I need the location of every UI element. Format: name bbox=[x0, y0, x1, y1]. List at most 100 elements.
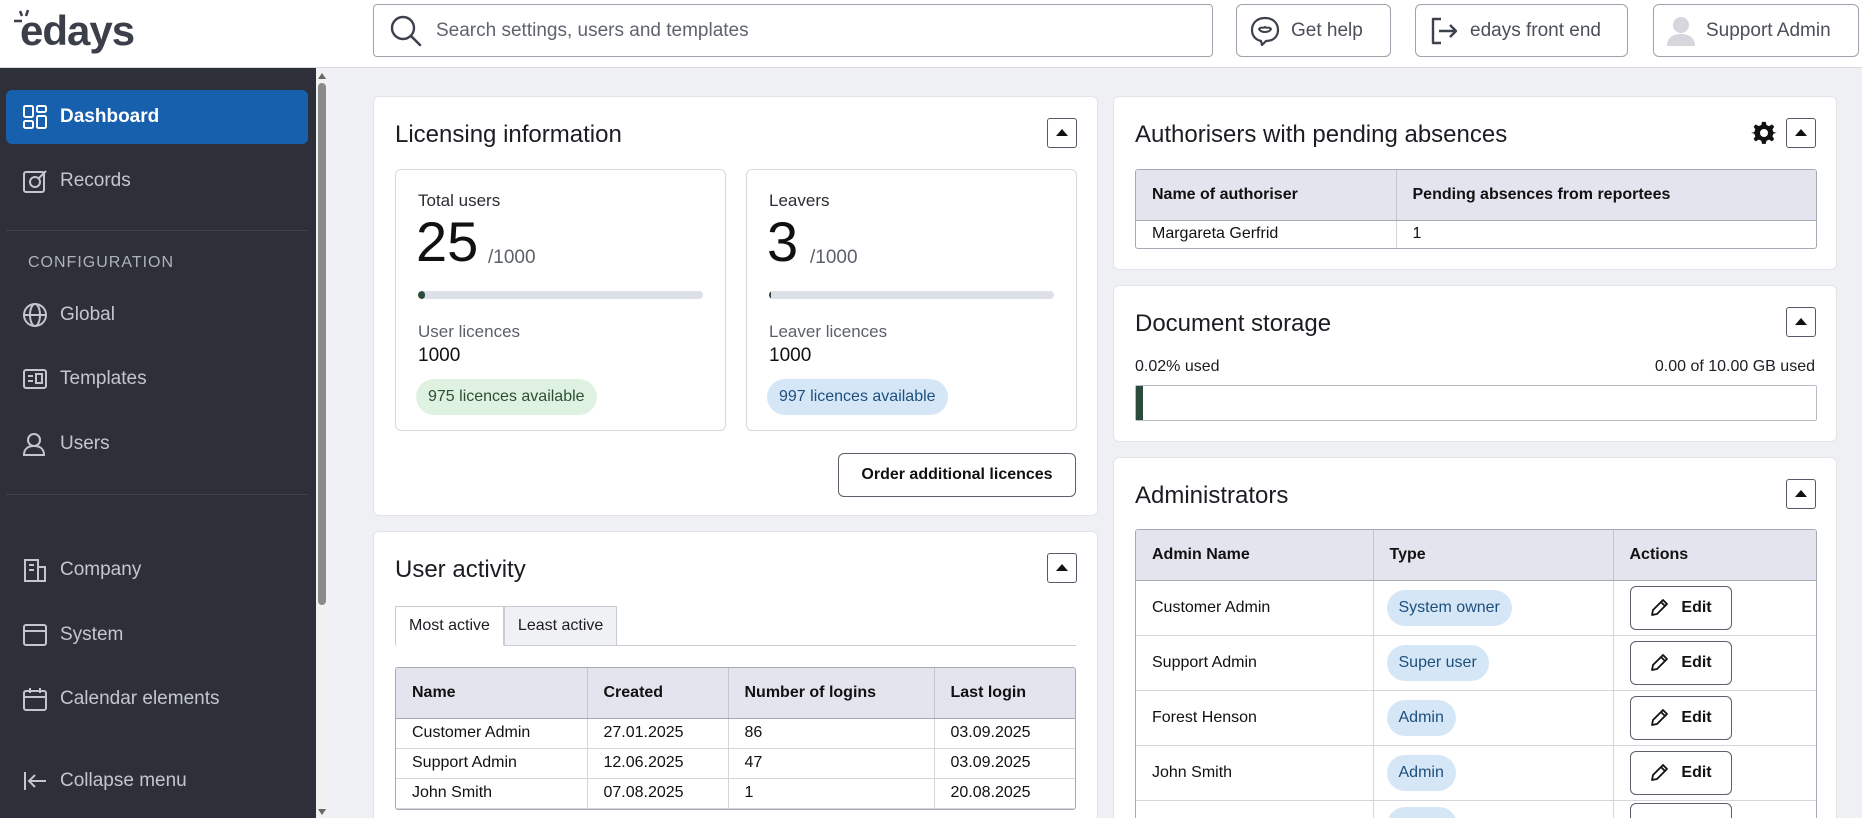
type-badge-partial bbox=[1386, 807, 1457, 818]
edit-button[interactable]: Edit bbox=[1629, 750, 1732, 795]
collapse-menu-button[interactable]: Collapse menu bbox=[6, 754, 308, 808]
sidebar-item-users[interactable]: Users bbox=[6, 417, 308, 471]
column-header-logins[interactable]: Number of logins bbox=[728, 668, 935, 719]
top-bar: edays Get help edays front end Support A… bbox=[0, 0, 1862, 68]
records-icon bbox=[23, 170, 47, 193]
total-users-label: Total users bbox=[418, 191, 501, 210]
storage-card: Document storage 0.02% used 0.00 of 10.0… bbox=[1113, 285, 1837, 442]
sidebar-scroll-thumb[interactable] bbox=[318, 83, 326, 605]
edit-button[interactable]: Edit bbox=[1629, 640, 1732, 685]
storage-progress-fill bbox=[1136, 386, 1143, 420]
column-header-admin-name[interactable]: Admin Name bbox=[1136, 530, 1374, 581]
user-activity-table: Name Created Number of logins Last login… bbox=[395, 667, 1076, 810]
type-badge: Super user bbox=[1386, 644, 1489, 681]
scroll-up-arrow-icon[interactable] bbox=[318, 73, 326, 79]
table-row: Support Admin Super user Edit bbox=[1136, 635, 1816, 691]
sidebar-item-label: Records bbox=[60, 170, 131, 191]
leaver-licences-available-badge: 997 licences available bbox=[767, 379, 948, 415]
actions-cell: Edit bbox=[1613, 745, 1816, 801]
admin-name-cell: Forest Henson bbox=[1136, 690, 1374, 746]
column-header-pending[interactable]: Pending absences from reportees bbox=[1396, 170, 1816, 221]
column-header-actions[interactable]: Actions bbox=[1613, 530, 1816, 581]
user-activity-card: User activity Most active Least active N… bbox=[373, 531, 1098, 818]
total-users-count: 25 bbox=[416, 210, 479, 273]
type-badge: System owner bbox=[1386, 589, 1512, 626]
storage-used-amount: 0.00 of 10.00 GB used bbox=[1654, 358, 1815, 375]
table-cell: 03.09.2025 bbox=[934, 718, 1075, 749]
pencil-icon bbox=[1651, 763, 1669, 781]
users-icon bbox=[22, 433, 46, 456]
collapse-user-activity-button[interactable] bbox=[1047, 553, 1077, 583]
collapse-storage-button[interactable] bbox=[1786, 307, 1816, 337]
edit-button[interactable]: Edit bbox=[1629, 585, 1732, 630]
column-header-name[interactable]: Name bbox=[396, 668, 588, 719]
tab-most-active[interactable]: Most active bbox=[395, 606, 504, 646]
sidebar-item-label: Dashboard bbox=[60, 106, 160, 127]
sidebar-divider bbox=[6, 494, 308, 495]
storage-used-percent: 0.02% used bbox=[1135, 358, 1220, 375]
tab-least-active[interactable]: Least active bbox=[503, 606, 618, 646]
column-header-authoriser[interactable]: Name of authoriser bbox=[1136, 170, 1397, 221]
type-badge: Admin bbox=[1386, 754, 1456, 791]
collapse-administrators-button[interactable] bbox=[1786, 479, 1816, 509]
column-header-type[interactable]: Type bbox=[1373, 530, 1614, 581]
search-input[interactable] bbox=[436, 19, 1196, 42]
sidebar-item-system[interactable]: System bbox=[6, 608, 308, 662]
sidebar-item-records[interactable]: Records bbox=[6, 154, 308, 208]
table-row: John Smith Admin Edit bbox=[1136, 745, 1816, 801]
admin-name-cell: John Smith bbox=[1136, 745, 1374, 801]
table-cell: Margareta Gerfrid bbox=[1136, 220, 1397, 248]
help-chat-icon bbox=[1250, 16, 1280, 46]
edays-logo[interactable]: edays bbox=[6, 6, 135, 56]
sidebar-item-global[interactable]: Global bbox=[6, 288, 308, 342]
column-header-last-login[interactable]: Last login bbox=[934, 668, 1075, 719]
type-cell: Admin bbox=[1373, 745, 1614, 801]
get-help-button[interactable]: Get help bbox=[1236, 4, 1391, 57]
edit-button[interactable]: Edit bbox=[1629, 695, 1732, 740]
collapse-icon bbox=[24, 772, 46, 790]
logo-rays-icon bbox=[14, 9, 30, 23]
activity-tabs: Most active Least active bbox=[395, 606, 618, 646]
leavers-label: Leavers bbox=[769, 191, 830, 210]
authorisers-title: Authorisers with pending absences bbox=[1135, 121, 1508, 148]
window-icon bbox=[23, 624, 47, 646]
table-cell: John Smith bbox=[396, 778, 588, 809]
type-cell: System owner bbox=[1373, 580, 1614, 636]
gear-icon[interactable] bbox=[1751, 120, 1777, 146]
sidebar-item-label: Company bbox=[60, 559, 142, 580]
authorisers-card: Authorisers with pending absences Name o… bbox=[1113, 96, 1837, 270]
order-licences-button[interactable]: Order additional licences bbox=[838, 453, 1076, 497]
globe-icon bbox=[23, 303, 47, 327]
configuration-heading: CONFIGURATION bbox=[28, 254, 175, 271]
calendar-icon bbox=[23, 688, 47, 711]
column-header-created[interactable]: Created bbox=[587, 668, 729, 719]
actions-cell bbox=[1613, 800, 1816, 818]
licensing-title: Licensing information bbox=[395, 121, 622, 148]
licensing-card: Licensing information Total users 25 /10… bbox=[373, 96, 1098, 516]
sidebar-item-calendar-elements[interactable]: Calendar elements bbox=[6, 672, 308, 726]
collapse-licensing-button[interactable] bbox=[1047, 118, 1077, 148]
table-row: Customer Admin 27.01.2025 86 03.09.2025 bbox=[396, 718, 1075, 749]
table-row: Customer Admin System owner Edit bbox=[1136, 580, 1816, 636]
total-users-progress bbox=[418, 291, 703, 299]
user-menu-button[interactable]: Support Admin bbox=[1653, 4, 1859, 57]
scroll-down-arrow-icon[interactable] bbox=[318, 809, 326, 815]
pencil-icon bbox=[1651, 653, 1669, 671]
dashboard-icon bbox=[23, 105, 47, 129]
sidebar-item-company[interactable]: Company bbox=[6, 543, 308, 597]
sidebar-item-label: System bbox=[60, 624, 124, 645]
sidebar-item-label: Global bbox=[60, 304, 115, 325]
collapse-authorisers-button[interactable] bbox=[1786, 118, 1816, 148]
actions-cell: Edit bbox=[1613, 635, 1816, 691]
search-box[interactable] bbox=[373, 4, 1213, 57]
edit-button-partial[interactable] bbox=[1629, 803, 1732, 818]
search-icon bbox=[390, 15, 422, 46]
building-icon bbox=[24, 559, 46, 582]
pencil-icon bbox=[1651, 598, 1669, 616]
leavers-progress bbox=[769, 291, 1054, 299]
sidebar-item-templates[interactable]: Templates bbox=[6, 352, 308, 406]
sidebar-item-dashboard[interactable]: Dashboard bbox=[6, 90, 308, 144]
templates-icon bbox=[23, 369, 47, 389]
front-end-button[interactable]: edays front end bbox=[1415, 4, 1628, 57]
type-badge: Admin bbox=[1386, 699, 1456, 736]
